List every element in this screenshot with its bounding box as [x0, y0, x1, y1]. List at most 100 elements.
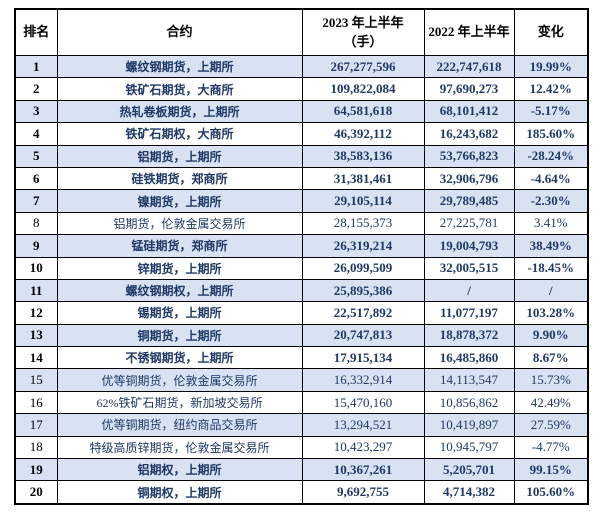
cell-2022-volume: 10,419,897	[423, 413, 515, 437]
cell-contract: 锡期货，上期所	[56, 301, 303, 325]
cell-2022-volume: 4,714,382	[423, 480, 515, 505]
cell-2022-volume: 19,004,793	[423, 234, 515, 258]
cell-rank: 13	[14, 323, 58, 348]
cell-2022-volume: 32,906,796	[423, 166, 515, 191]
cell-contract: 螺纹钢期货，上期所	[56, 54, 303, 79]
cell-rank: 5	[14, 144, 58, 168]
col-header-2023-h1: 2023 年上半年 （手）	[301, 8, 425, 56]
cell-contract: 不锈钢期货，上期所	[56, 346, 303, 370]
cell-change-percent: 27.59%	[513, 413, 589, 437]
cell-2022-volume: 10,856,862	[423, 390, 515, 415]
col-header-2023-line2: （手）	[343, 33, 383, 49]
cell-2023-volume: 31,381,461	[301, 166, 425, 191]
cell-2022-volume: /	[423, 278, 515, 303]
table-row: 11 螺纹钢期权，上期所 25,895,386//	[14, 278, 589, 303]
cell-2023-volume: 29,105,114	[301, 189, 425, 213]
table-row: 9 锰硅期货，郑商所 26,319,214 19,004,793 38.49%	[14, 234, 589, 258]
cell-2022-volume: 14,113,547	[423, 368, 515, 392]
cell-2023-volume: 64,581,618	[301, 99, 425, 124]
cell-2023-volume: 26,319,214	[301, 234, 425, 258]
cell-2023-volume: 28,155,373	[301, 211, 425, 236]
cell-rank: 19	[14, 458, 58, 482]
cell-2023-volume: 46,392,112	[301, 122, 425, 146]
cell-change-percent: 99.15%	[513, 458, 589, 482]
cell-2022-volume: 5,205,701	[423, 458, 515, 482]
cell-contract: 镍期货，上期所	[56, 189, 303, 213]
cell-contract: 热轧卷板期货，上期所	[56, 99, 303, 124]
table-row: 1 螺纹钢期货，上期所 267,277,596 222,747,618 19.99%	[14, 54, 589, 79]
table-row: 10 锌期货，上期所 26,099,509 32,005,515 -18.45%	[14, 256, 589, 280]
cell-rank: 2	[14, 77, 58, 101]
cell-2022-volume: 29,789,485	[423, 189, 515, 213]
cell-contract: 铁矿石期权，大商所	[56, 122, 303, 146]
cell-2023-volume: 109,822,084	[301, 77, 425, 101]
cell-change-percent: 105.60%	[513, 480, 589, 505]
header-row: 排名 合约 2023 年上半年 （手） 2022 年上半年 变化	[14, 8, 589, 56]
cell-rank: 4	[14, 122, 58, 146]
cell-contract: 硅铁期货，郑商所	[56, 166, 303, 191]
cell-rank: 3	[14, 99, 58, 124]
col-header-2022-h1: 2022 年上半年	[423, 8, 515, 56]
cell-contract: 铜期权，上期所	[56, 480, 303, 505]
cell-rank: 18	[14, 435, 58, 460]
cell-2022-volume: 18,878,372	[423, 323, 515, 348]
futures-volume-ranking-table: 排名 合约 2023 年上半年 （手） 2022 年上半年 变化 1 螺纹钢期货，…	[14, 8, 589, 505]
cell-rank: 10	[14, 256, 58, 280]
table-row: 7 镍期货，上期所 29,105,114 29,789,485 -2.30%	[14, 189, 589, 213]
cell-change-percent: 12.42%	[513, 77, 589, 101]
cell-2023-volume: 26,099,509	[301, 256, 425, 280]
col-header-2023-line1: 2023 年上半年	[322, 14, 404, 30]
cell-rank: 12	[14, 301, 58, 325]
cell-change-percent: /	[513, 278, 589, 303]
cell-contract: 铁矿石期货，大商所	[56, 77, 303, 101]
cell-2023-volume: 16,332,914	[301, 368, 425, 392]
cell-change-percent: -4.64%	[513, 166, 589, 191]
cell-contract: 62%铁矿石期货，新加坡交易所	[56, 390, 303, 415]
cell-2023-volume: 13,294,521	[301, 413, 425, 437]
cell-2023-volume: 22,517,892	[301, 301, 425, 325]
cell-2022-volume: 68,101,412	[423, 99, 515, 124]
cell-rank: 14	[14, 346, 58, 370]
cell-rank: 6	[14, 166, 58, 191]
cell-rank: 7	[14, 189, 58, 213]
cell-change-percent: 3.41%	[513, 211, 589, 236]
cell-rank: 20	[14, 480, 58, 505]
cell-contract: 锰硅期货，郑商所	[56, 234, 303, 258]
cell-change-percent: 15.73%	[513, 368, 589, 392]
cell-contract: 铝期权，上期所	[56, 458, 303, 482]
cell-2023-volume: 9,692,755	[301, 480, 425, 505]
cell-contract: 优等铜期货，纽约商品交易所	[56, 413, 303, 437]
table-row: 14 不锈钢期货，上期所 17,915,134 16,485,860 8.67%	[14, 346, 589, 370]
cell-change-percent: -2.30%	[513, 189, 589, 213]
table-body: 1 螺纹钢期货，上期所 267,277,596 222,747,618 19.99% 2 铁…	[14, 54, 589, 505]
cell-2023-volume: 10,423,297	[301, 435, 425, 460]
table-row: 12 锡期货，上期所 22,517,892 11,077,197 103.28%	[14, 301, 589, 325]
table-row: 13 铜期货，上期所 20,747,813 18,878,372 9.90%	[14, 323, 589, 348]
cell-2022-volume: 16,485,860	[423, 346, 515, 370]
col-header-change: 变化	[513, 8, 589, 56]
cell-change-percent: 38.49%	[513, 234, 589, 258]
cell-rank: 11	[14, 278, 58, 303]
cell-change-percent: 19.99%	[513, 54, 589, 79]
cell-2022-volume: 11,077,197	[423, 301, 515, 325]
cell-rank: 9	[14, 234, 58, 258]
cell-contract: 优等铜期货，伦敦金属交易所	[56, 368, 303, 392]
cell-change-percent: -4.77%	[513, 435, 589, 460]
cell-2022-volume: 97,690,273	[423, 77, 515, 101]
table-row: 17 优等铜期货，纽约商品交易所 13,294,521 10,419,897 27.59…	[14, 413, 589, 437]
cell-2022-volume: 10,945,797	[423, 435, 515, 460]
cell-2023-volume: 17,915,134	[301, 346, 425, 370]
cell-change-percent: 185.60%	[513, 122, 589, 146]
col-header-contract: 合约	[56, 8, 303, 56]
cell-change-percent: -5.17%	[513, 99, 589, 124]
table-row: 2 铁矿石期货，大商所 109,822,084 97,690,273 12.42%	[14, 77, 589, 101]
table-row: 5 铝期货，上期所 38,583,136 53,766,823 -28.24%	[14, 144, 589, 168]
cell-2022-volume: 16,243,682	[423, 122, 515, 146]
table-row: 3 热轧卷板期货，上期所 64,581,618 68,101,412 -5.17%	[14, 99, 589, 124]
cell-change-percent: -18.45%	[513, 256, 589, 280]
cell-2022-volume: 32,005,515	[423, 256, 515, 280]
cell-contract: 锌期货，上期所	[56, 256, 303, 280]
cell-rank: 1	[14, 54, 58, 79]
table-row: 19 铝期权，上期所 10,367,261 5,205,701 99.15%	[14, 458, 589, 482]
cell-change-percent: 9.90%	[513, 323, 589, 348]
